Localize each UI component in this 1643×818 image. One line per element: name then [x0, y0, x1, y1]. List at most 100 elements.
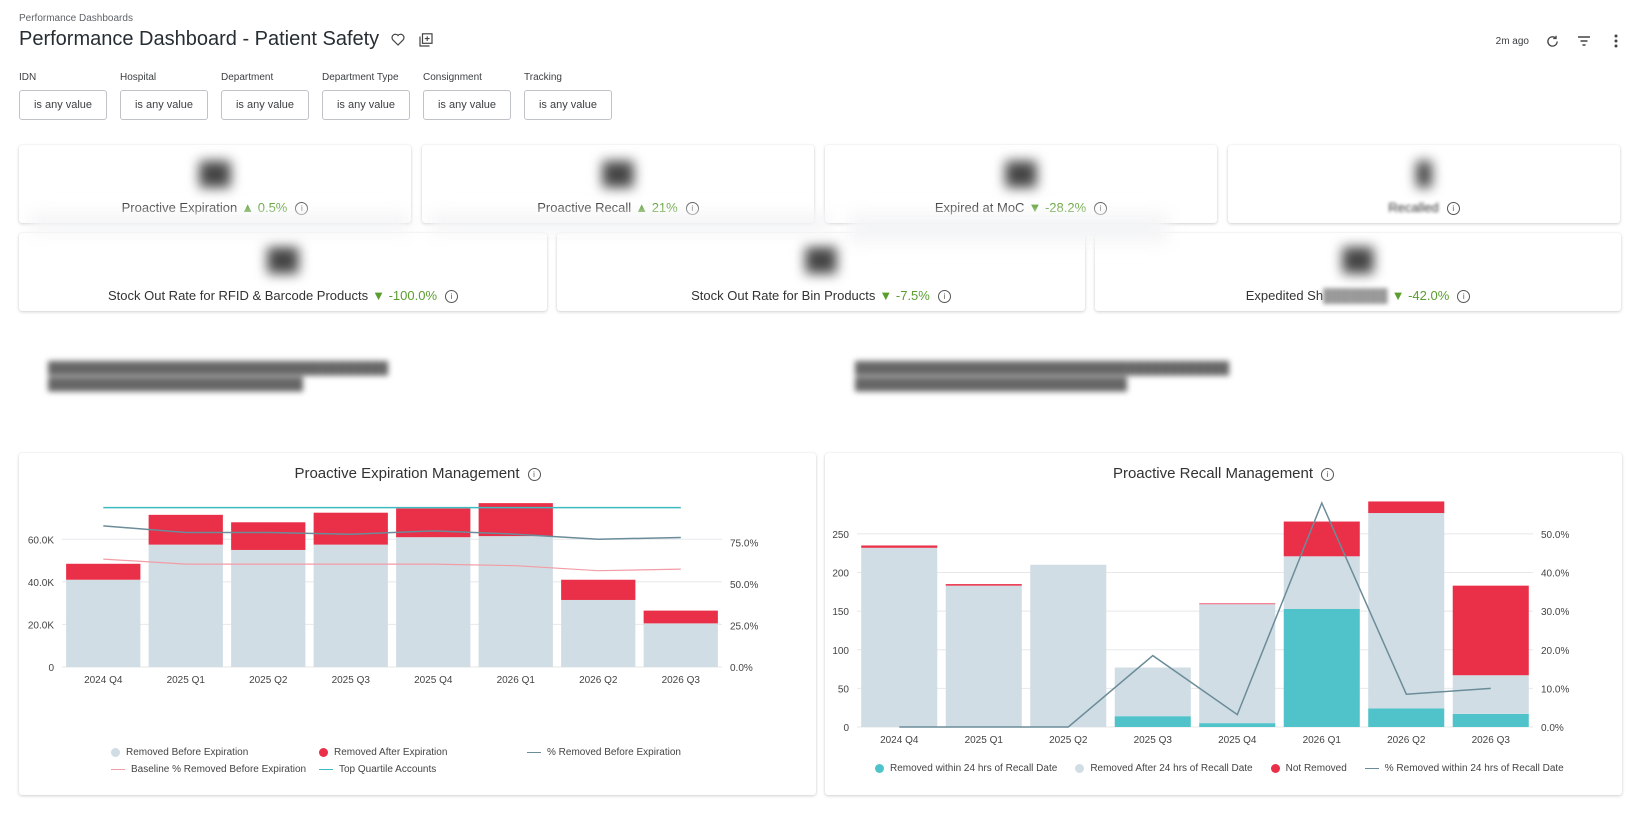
legend-swatch: [1075, 764, 1085, 773]
legend-item[interactable]: Removed Before Expiration: [111, 747, 319, 758]
x-tick-label: 2026 Q3: [662, 675, 701, 686]
x-tick-label: 2026 Q1: [497, 675, 536, 686]
recall-chart-svg[interactable]: 0 50 100 150 200 250 0.0% 10.0% 20.0% 30.0% 40.0% 5…: [825, 453, 1622, 795]
kpi-change: ▼ -42.0%: [1392, 288, 1450, 303]
filter-bar: IDN is any value Hospital is any value D…: [19, 72, 612, 120]
bar-segment: [1368, 513, 1445, 709]
filter-hospital-select[interactable]: is any value: [120, 90, 208, 120]
kpi-card-proactive-expiration[interactable]: ██ Proactive Expiration ▲ 0.5% i: [19, 145, 411, 223]
bar-segment: [1199, 604, 1276, 724]
chart-description-left: ████████████████████████████████████████…: [48, 361, 389, 391]
up-arrow-icon: ▲: [241, 200, 255, 215]
kpi-card-expired-at-moc[interactable]: ██ Expired at MoC ▼ -28.2% i: [825, 145, 1217, 223]
legend-item[interactable]: Top Quartile Accounts: [319, 764, 527, 775]
bar-segment: [66, 579, 141, 667]
legend-item[interactable]: Baseline % Removed Before Expiration: [111, 764, 319, 775]
kpi-name: Stock Out Rate for Bin Products: [691, 288, 876, 303]
info-icon[interactable]: i: [527, 467, 541, 481]
kpi-change: ▼ -7.5%: [879, 288, 929, 303]
legend-item[interactable]: % Removed Before Expiration: [527, 747, 727, 758]
bar-segment: [861, 547, 938, 727]
bar-segment: [1452, 675, 1529, 714]
legend-item[interactable]: Removed After 24 hrs of Recall Date: [1075, 763, 1253, 774]
expiration-chart-svg[interactable]: 0 20.0K 40.0K 60.0K 0.0% 25.0% 50.0% 75.0% 2024 …: [19, 453, 816, 795]
bar-segment: [945, 585, 1022, 727]
filter-idn-select[interactable]: is any value: [19, 90, 107, 120]
copy-icon[interactable]: [417, 31, 435, 49]
x-tick-label: 2025 Q2: [249, 675, 288, 686]
legend-label: % Removed Before Expiration: [547, 747, 681, 758]
filter-department-select[interactable]: is any value: [221, 90, 309, 120]
bar-segment: [1283, 608, 1360, 727]
kpi-change-value: -100.0%: [388, 288, 438, 303]
kpi-card-stock-out-rfid[interactable]: ██ Stock Out Rate for RFID & Barcode Pro…: [19, 233, 547, 311]
y-tick-label: 50: [838, 684, 850, 695]
kpi-change: ▲ 21%: [635, 200, 678, 215]
page-title: Performance Dashboard - Patient Safety: [19, 28, 380, 50]
info-icon[interactable]: i: [1321, 467, 1335, 481]
legend-item[interactable]: Not Removed: [1270, 763, 1347, 774]
filter-hospital: Hospital is any value: [120, 72, 208, 120]
kpi-card-proactive-recall[interactable]: ██ Proactive Recall ▲ 21% i: [422, 145, 814, 223]
info-icon[interactable]: i: [1457, 290, 1471, 304]
filter-department: Department is any value: [221, 72, 309, 120]
legend-item[interactable]: Removed within 24 hrs of Recall Date: [875, 763, 1057, 774]
chart-legend: Removed within 24 hrs of Recall Date Rem…: [875, 763, 1615, 774]
y2-tick-label: 40.0%: [1541, 569, 1569, 580]
legend-label: % Removed within 24 hrs of Recall Date: [1384, 763, 1564, 774]
y2-tick-label: 25.0%: [730, 622, 758, 633]
y-tick-label: 100: [832, 646, 849, 657]
bar-segment: [1114, 716, 1191, 727]
info-icon[interactable]: i: [445, 290, 459, 304]
y2-tick-label: 20.0%: [1541, 646, 1569, 657]
breadcrumb[interactable]: Performance Dashboards: [19, 13, 133, 24]
down-arrow-icon: ▼: [372, 288, 385, 303]
filter-department-type-select[interactable]: is any value: [322, 90, 410, 120]
bar-segment: [1368, 501, 1445, 514]
kpi-name: Stock Out Rate for RFID & Barcode Produc…: [107, 288, 369, 303]
filter-consignment-select[interactable]: is any value: [423, 90, 511, 120]
x-tick-label: 2026 Q3: [1472, 735, 1511, 746]
legend-swatch: [875, 764, 884, 773]
bar-segment: [1199, 603, 1276, 605]
legend-swatch: [1364, 768, 1379, 769]
bar-segment: [313, 544, 388, 667]
kpi-card-expedited-shipping[interactable]: ██ Expedited Sh███████ ▼ -42.0% i: [1095, 233, 1621, 311]
bar-segment: [66, 563, 141, 580]
legend-label: Removed After 24 hrs of Recall Date: [1090, 763, 1253, 774]
x-tick-label: 2025 Q2: [1049, 735, 1088, 746]
kpi-value-blurred: █: [1416, 161, 1432, 186]
bar-segment: [643, 623, 718, 667]
legend-item[interactable]: % Removed within 24 hrs of Recall Date: [1364, 763, 1564, 774]
info-icon[interactable]: i: [1446, 202, 1460, 216]
y2-tick-label: 75.0%: [730, 539, 758, 550]
toolbar: 2m ago: [1496, 32, 1625, 50]
x-tick-label: 2025 Q3: [1134, 735, 1173, 746]
refresh-icon[interactable]: [1543, 32, 1561, 50]
y-tick-label: 40.0K: [28, 578, 54, 589]
kpi-value-blurred: ██: [267, 247, 299, 272]
y-tick-label: 20.0K: [28, 620, 54, 631]
chart-title-text: Proactive Expiration Management: [294, 465, 520, 482]
info-icon[interactable]: i: [937, 290, 951, 304]
y2-tick-label: 10.0%: [1541, 684, 1569, 695]
x-tick-label: 2026 Q2: [579, 675, 618, 686]
filter-icon[interactable]: [1575, 32, 1593, 50]
kpi-card-stock-out-bin[interactable]: ██ Stock Out Rate for Bin Products ▼ -7.5…: [557, 233, 1085, 311]
chart-card-expiration: Proactive Expiration Management i 0 20.0K 4…: [19, 453, 816, 795]
legend-item[interactable]: Removed After Expiration: [319, 747, 527, 758]
more-vert-icon[interactable]: [1607, 32, 1625, 50]
kpi-value-blurred: ██: [199, 161, 231, 186]
filter-tracking-select[interactable]: is any value: [524, 90, 612, 120]
bar-segment: [945, 584, 1022, 586]
bar-segment: [231, 549, 306, 667]
bar-segment: [643, 610, 718, 624]
bar-segment: [396, 508, 471, 538]
redacted-text: ███████: [1323, 288, 1388, 303]
filter-idn: IDN is any value: [19, 72, 107, 120]
redaction-patch: [30, 213, 410, 233]
kpi-label: Stock Out Rate for RFID & Barcode Produc…: [19, 288, 547, 304]
kpi-card-recalled[interactable]: █ Recalled i: [1228, 145, 1620, 223]
kpi-name: Proactive Expiration: [121, 200, 238, 215]
favorite-heart-icon[interactable]: [389, 31, 407, 49]
